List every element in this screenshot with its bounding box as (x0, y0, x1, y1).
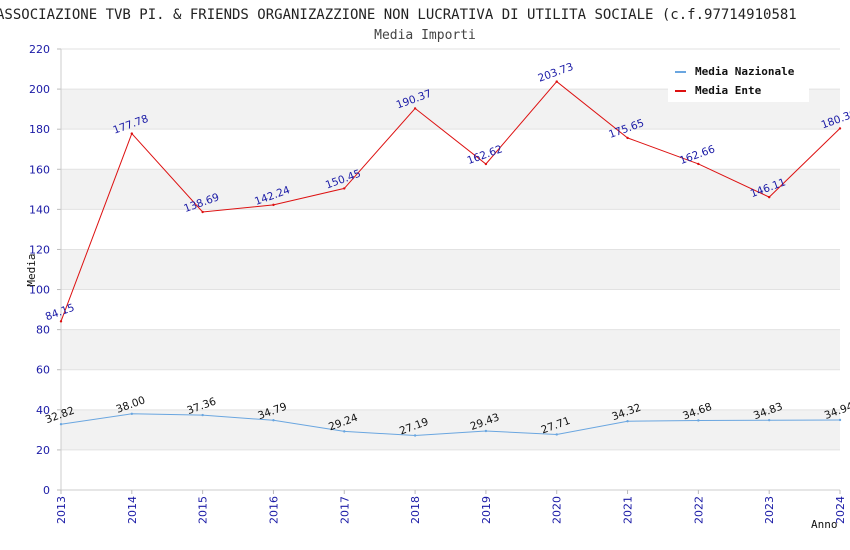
data-point (201, 413, 204, 417)
x-tick-label: 2024 (834, 496, 847, 524)
y-tick-label: 40 (36, 404, 50, 417)
y-tick-label: 120 (29, 243, 50, 256)
data-point (697, 419, 700, 422)
y-tick-label: 140 (29, 203, 50, 216)
grid-band (61, 329, 840, 370)
data-point (626, 420, 629, 423)
x-tick-label: 2017 (338, 496, 351, 524)
series-line (60, 80, 841, 322)
data-point (838, 418, 842, 422)
data-point (130, 132, 134, 135)
y-tick-label: 100 (29, 284, 50, 297)
y-tick-label: 20 (36, 444, 50, 457)
x-tick-label: 2016 (267, 496, 280, 524)
grid-band (61, 249, 840, 290)
data-point (272, 203, 275, 207)
data-point (59, 423, 63, 426)
x-tick-label: 2014 (126, 496, 139, 524)
data-point (767, 418, 771, 422)
y-tick-label: 180 (29, 123, 50, 136)
legend: Media Nazionale Media Ente (668, 58, 809, 102)
x-tick-label: 2018 (409, 496, 422, 524)
data-point (626, 136, 629, 140)
x-tick-label: 2020 (551, 496, 564, 524)
x-tick-label: 2013 (55, 496, 68, 524)
grid-band (61, 409, 840, 450)
data-point (555, 433, 558, 436)
grid-band (61, 169, 840, 210)
data-point (555, 80, 558, 83)
y-tick-label: 220 (29, 43, 50, 56)
data-point (201, 210, 204, 214)
y-tick-labels: 0 20 40 60 80 100 120 140 160 180 200 220 (29, 43, 50, 497)
chart-title: ASSOCIAZIONE TVB PI. & FRIENDS ORGANIZAZ… (0, 7, 797, 23)
data-label: 84.15 (44, 302, 76, 324)
y-axis-title: Media (25, 253, 38, 286)
y-tick-label: 160 (29, 163, 50, 176)
data-point (484, 162, 488, 166)
y-tick-label: 60 (36, 364, 50, 377)
legend-entry: Media Nazionale (695, 65, 795, 78)
x-tick-label: 2023 (763, 496, 776, 524)
data-point (413, 434, 417, 437)
x-tick-label: 2021 (622, 496, 635, 524)
y-tick-label: 0 (43, 484, 50, 497)
data-point (484, 429, 488, 433)
grid-bands (61, 89, 840, 450)
data-point (343, 187, 346, 190)
x-tick-labels: 2013 2014 2015 2016 2017 2018 2019 2020 2021 2022… (55, 496, 847, 524)
data-point (413, 107, 417, 110)
data-point (697, 162, 700, 166)
x-axis-title: Anno (811, 518, 838, 531)
data-point (343, 430, 346, 433)
y-tick-label: 80 (36, 324, 50, 337)
x-tick-label: 2019 (480, 496, 493, 524)
chart-subtitle: Media Importi (374, 28, 476, 43)
axes (57, 48, 841, 494)
x-tick-label: 2022 (692, 496, 705, 524)
y-tick-label: 200 (29, 83, 50, 96)
data-point (130, 412, 134, 416)
legend-box (668, 58, 809, 102)
data-point (767, 195, 771, 199)
legend-entry: Media Ente (695, 84, 762, 97)
x-tick-label: 2015 (197, 496, 210, 524)
series-line (60, 413, 841, 437)
data-point (838, 127, 842, 130)
data-point (272, 419, 275, 422)
data-point (59, 320, 63, 323)
